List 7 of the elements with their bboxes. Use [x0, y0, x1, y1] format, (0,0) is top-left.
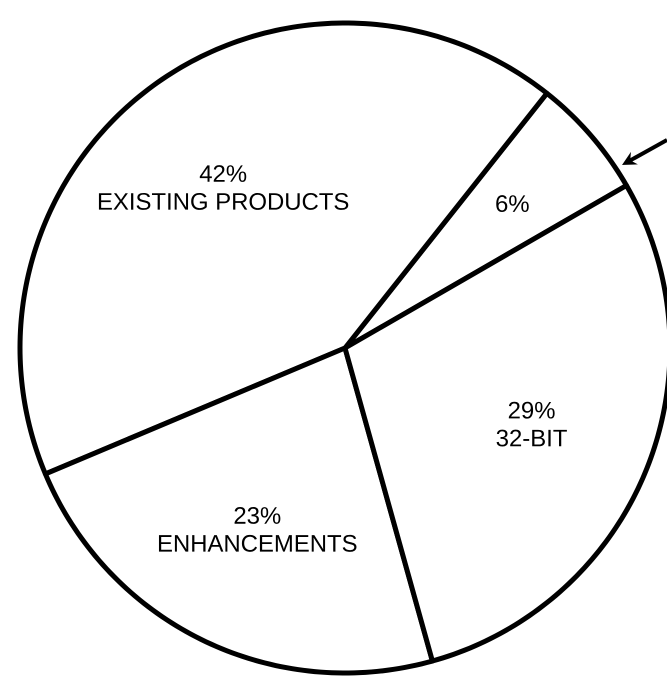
slice-label: 32-BIT: [496, 430, 567, 447]
slice-label: EXISTING PRODUCTS: [98, 192, 348, 210]
data-label: 29%: [508, 402, 555, 419]
slice-label: ENHANCEMENTS: [158, 534, 356, 552]
data-label: 23%: [234, 507, 280, 524]
data-label: 6%: [496, 195, 529, 212]
data-label: 42%: [200, 165, 246, 182]
